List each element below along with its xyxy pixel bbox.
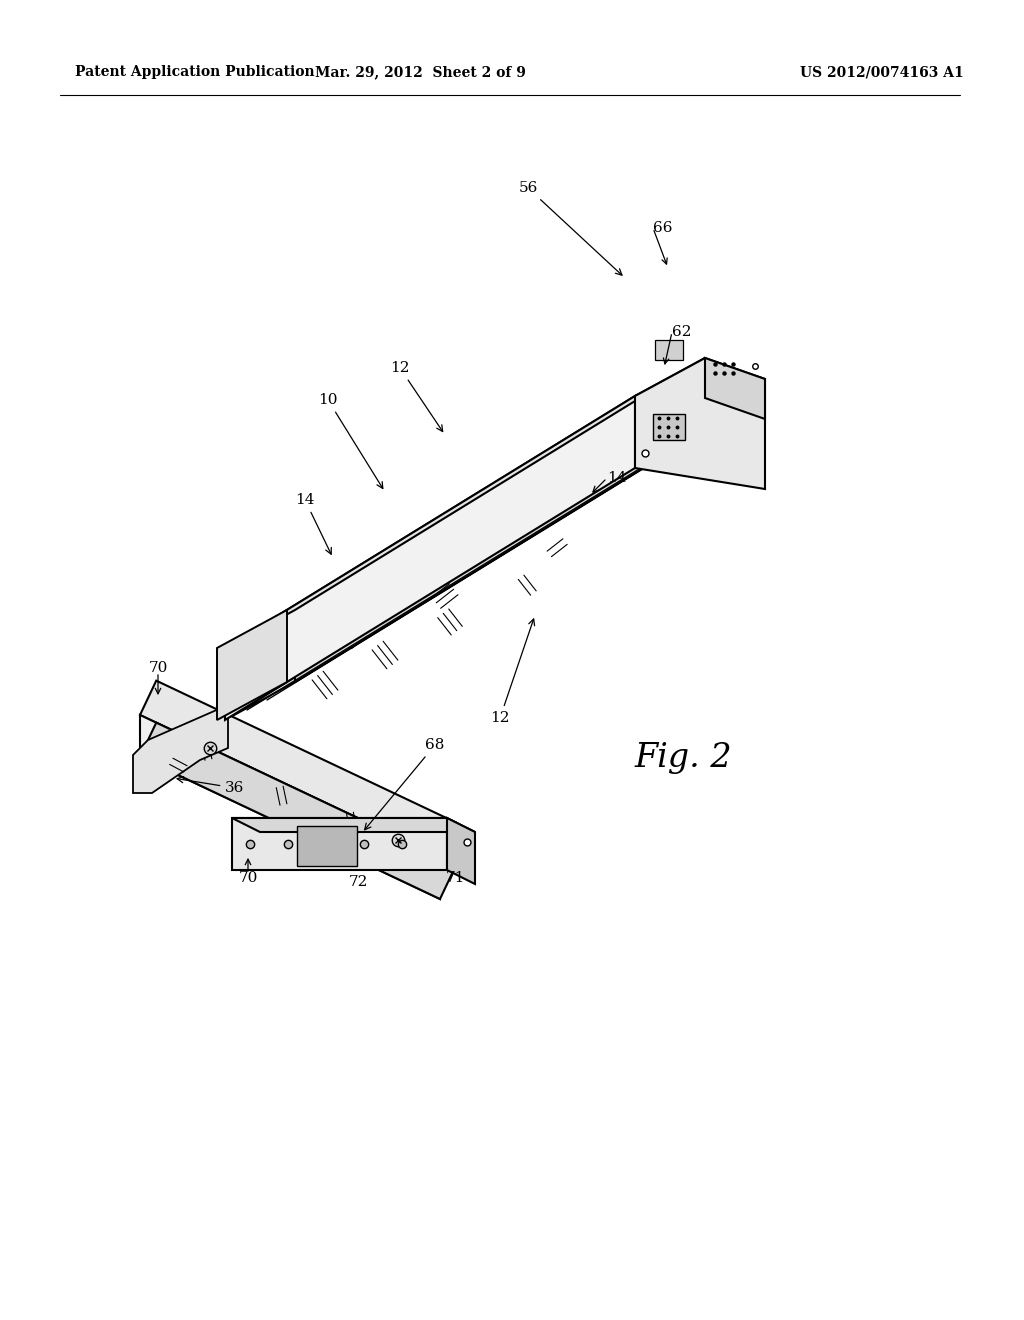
Polygon shape bbox=[295, 358, 705, 682]
Text: 56: 56 bbox=[518, 181, 622, 275]
Text: 68: 68 bbox=[365, 738, 444, 830]
Text: 72: 72 bbox=[348, 875, 368, 888]
Text: 62: 62 bbox=[672, 325, 691, 339]
Text: Fig. 2: Fig. 2 bbox=[635, 742, 732, 774]
Polygon shape bbox=[140, 715, 440, 899]
Polygon shape bbox=[133, 705, 228, 793]
Text: 71: 71 bbox=[445, 871, 465, 884]
Text: US 2012/0074163 A1: US 2012/0074163 A1 bbox=[800, 65, 964, 79]
Text: 70: 70 bbox=[148, 661, 168, 675]
Polygon shape bbox=[447, 818, 475, 884]
Polygon shape bbox=[225, 396, 635, 719]
Polygon shape bbox=[140, 681, 457, 857]
Polygon shape bbox=[635, 358, 765, 488]
Text: 14: 14 bbox=[295, 492, 332, 554]
Text: 70: 70 bbox=[239, 871, 258, 884]
Polygon shape bbox=[232, 818, 447, 870]
Polygon shape bbox=[653, 414, 685, 440]
Text: 36: 36 bbox=[177, 776, 245, 795]
Text: Patent Application Publication: Patent Application Publication bbox=[75, 65, 314, 79]
Text: 10: 10 bbox=[318, 393, 383, 488]
Text: 12: 12 bbox=[390, 360, 442, 432]
Polygon shape bbox=[705, 358, 765, 418]
Polygon shape bbox=[225, 358, 705, 648]
Polygon shape bbox=[232, 818, 475, 832]
Polygon shape bbox=[140, 722, 457, 899]
Text: Mar. 29, 2012  Sheet 2 of 9: Mar. 29, 2012 Sheet 2 of 9 bbox=[314, 65, 525, 79]
Polygon shape bbox=[655, 341, 683, 360]
Text: 12: 12 bbox=[490, 619, 535, 725]
Polygon shape bbox=[217, 610, 287, 719]
Text: 14: 14 bbox=[607, 471, 627, 484]
Text: 66: 66 bbox=[653, 220, 673, 235]
Polygon shape bbox=[225, 430, 705, 719]
Polygon shape bbox=[297, 826, 357, 866]
